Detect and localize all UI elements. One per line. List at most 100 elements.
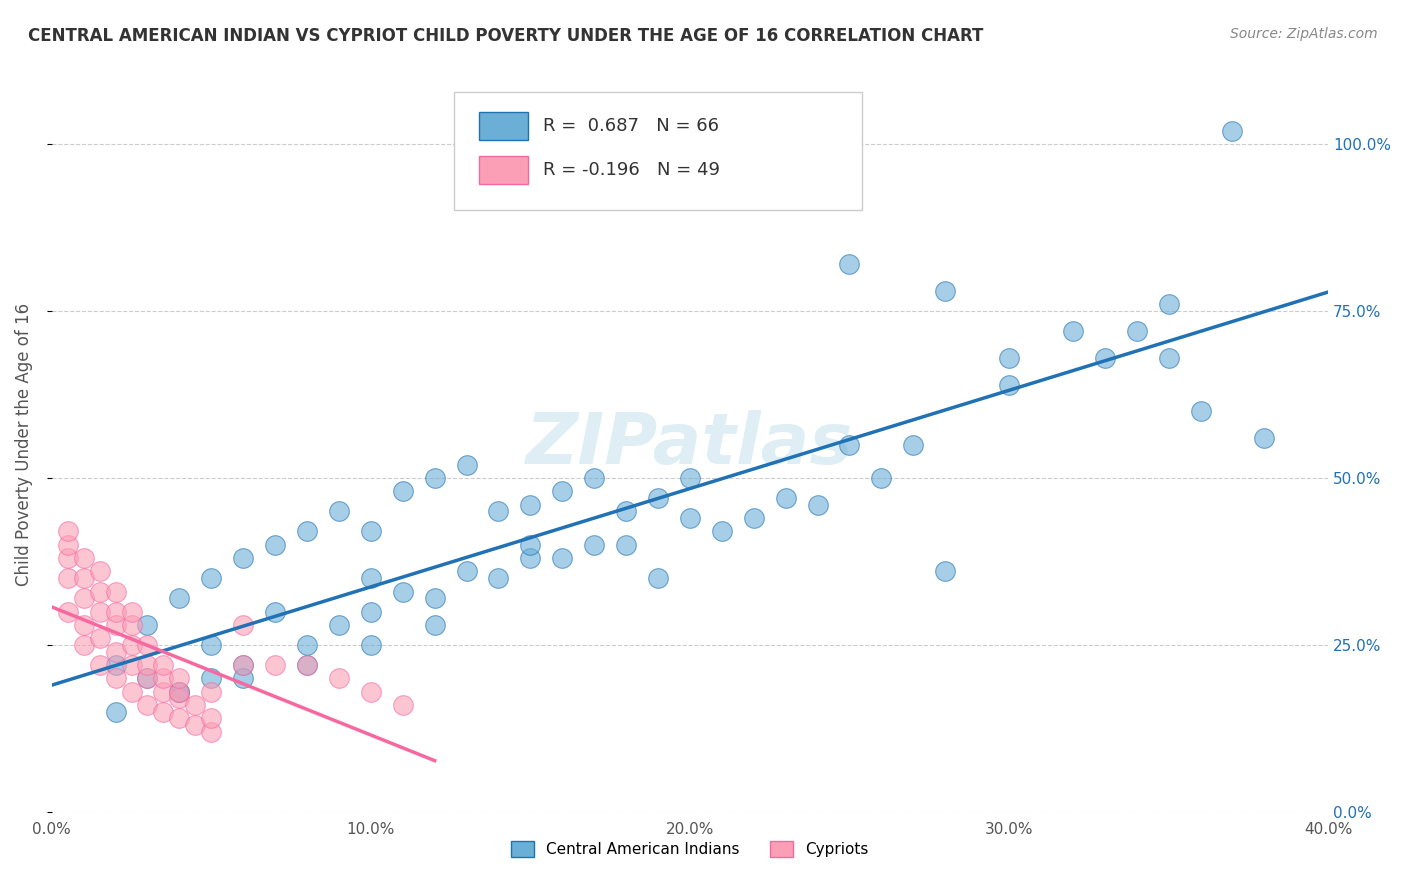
Point bbox=[838, 257, 860, 271]
Point bbox=[104, 584, 127, 599]
Point bbox=[184, 718, 207, 732]
Point bbox=[169, 684, 191, 698]
Y-axis label: Child Poverty Under the Age of 16: Child Poverty Under the Age of 16 bbox=[15, 303, 32, 586]
Point bbox=[104, 605, 127, 619]
Point bbox=[152, 684, 174, 698]
Point bbox=[295, 657, 318, 672]
Point bbox=[391, 584, 413, 599]
Point bbox=[73, 638, 96, 652]
Point bbox=[1253, 431, 1275, 445]
Point bbox=[519, 538, 541, 552]
Point bbox=[121, 638, 143, 652]
Point bbox=[136, 657, 159, 672]
Point bbox=[360, 684, 382, 698]
Point bbox=[583, 471, 606, 485]
Point bbox=[903, 437, 925, 451]
Point bbox=[200, 711, 222, 725]
Point bbox=[56, 524, 79, 539]
Point bbox=[200, 571, 222, 585]
Point bbox=[391, 698, 413, 712]
Point bbox=[710, 524, 733, 539]
Text: R =  0.687   N = 66: R = 0.687 N = 66 bbox=[543, 117, 718, 135]
Point bbox=[136, 671, 159, 685]
Point bbox=[998, 377, 1021, 392]
Point bbox=[1125, 324, 1147, 338]
Point bbox=[1157, 297, 1180, 311]
Point bbox=[1094, 351, 1116, 365]
Point bbox=[742, 511, 765, 525]
Point bbox=[104, 671, 127, 685]
Point bbox=[73, 591, 96, 606]
Point bbox=[360, 605, 382, 619]
FancyBboxPatch shape bbox=[479, 112, 527, 140]
Point bbox=[934, 284, 956, 298]
Point bbox=[295, 657, 318, 672]
Point bbox=[423, 591, 446, 606]
Point bbox=[1062, 324, 1084, 338]
Point bbox=[136, 698, 159, 712]
Point bbox=[89, 657, 111, 672]
Point bbox=[934, 565, 956, 579]
Point bbox=[136, 638, 159, 652]
Point bbox=[998, 351, 1021, 365]
FancyBboxPatch shape bbox=[454, 92, 862, 210]
Point bbox=[89, 632, 111, 646]
Point bbox=[328, 618, 350, 632]
Point bbox=[152, 657, 174, 672]
Point bbox=[232, 657, 254, 672]
Point bbox=[200, 684, 222, 698]
Point bbox=[121, 618, 143, 632]
Point bbox=[169, 711, 191, 725]
Point bbox=[169, 684, 191, 698]
Point bbox=[1189, 404, 1212, 418]
Point bbox=[295, 638, 318, 652]
Point bbox=[264, 605, 287, 619]
Point bbox=[519, 498, 541, 512]
Point bbox=[806, 498, 828, 512]
Point bbox=[169, 691, 191, 706]
Point bbox=[152, 705, 174, 719]
Point bbox=[56, 571, 79, 585]
Point bbox=[679, 511, 702, 525]
Point bbox=[121, 657, 143, 672]
Point bbox=[456, 458, 478, 472]
Point bbox=[488, 504, 510, 518]
Point bbox=[264, 657, 287, 672]
Point bbox=[56, 551, 79, 566]
Point bbox=[423, 471, 446, 485]
Point bbox=[169, 684, 191, 698]
Text: Source: ZipAtlas.com: Source: ZipAtlas.com bbox=[1230, 27, 1378, 41]
Point bbox=[328, 671, 350, 685]
Point bbox=[73, 571, 96, 585]
Point bbox=[184, 698, 207, 712]
Point bbox=[56, 605, 79, 619]
Point bbox=[89, 605, 111, 619]
Point bbox=[232, 671, 254, 685]
Point bbox=[488, 571, 510, 585]
Point bbox=[104, 645, 127, 659]
Point bbox=[232, 657, 254, 672]
Point bbox=[870, 471, 893, 485]
Point bbox=[56, 538, 79, 552]
Text: CENTRAL AMERICAN INDIAN VS CYPRIOT CHILD POVERTY UNDER THE AGE OF 16 CORRELATION: CENTRAL AMERICAN INDIAN VS CYPRIOT CHILD… bbox=[28, 27, 983, 45]
Point bbox=[73, 551, 96, 566]
Point bbox=[136, 671, 159, 685]
Point bbox=[423, 618, 446, 632]
Point bbox=[583, 538, 606, 552]
Point bbox=[328, 504, 350, 518]
Legend: Central American Indians, Cypriots: Central American Indians, Cypriots bbox=[505, 835, 875, 863]
Point bbox=[1157, 351, 1180, 365]
Point bbox=[121, 605, 143, 619]
Point bbox=[614, 538, 637, 552]
Point bbox=[264, 538, 287, 552]
Point bbox=[89, 584, 111, 599]
Point bbox=[169, 591, 191, 606]
FancyBboxPatch shape bbox=[479, 156, 527, 184]
Point bbox=[89, 565, 111, 579]
Point bbox=[136, 618, 159, 632]
Point bbox=[360, 571, 382, 585]
Point bbox=[104, 618, 127, 632]
Point bbox=[232, 618, 254, 632]
Point bbox=[121, 684, 143, 698]
Point bbox=[200, 671, 222, 685]
